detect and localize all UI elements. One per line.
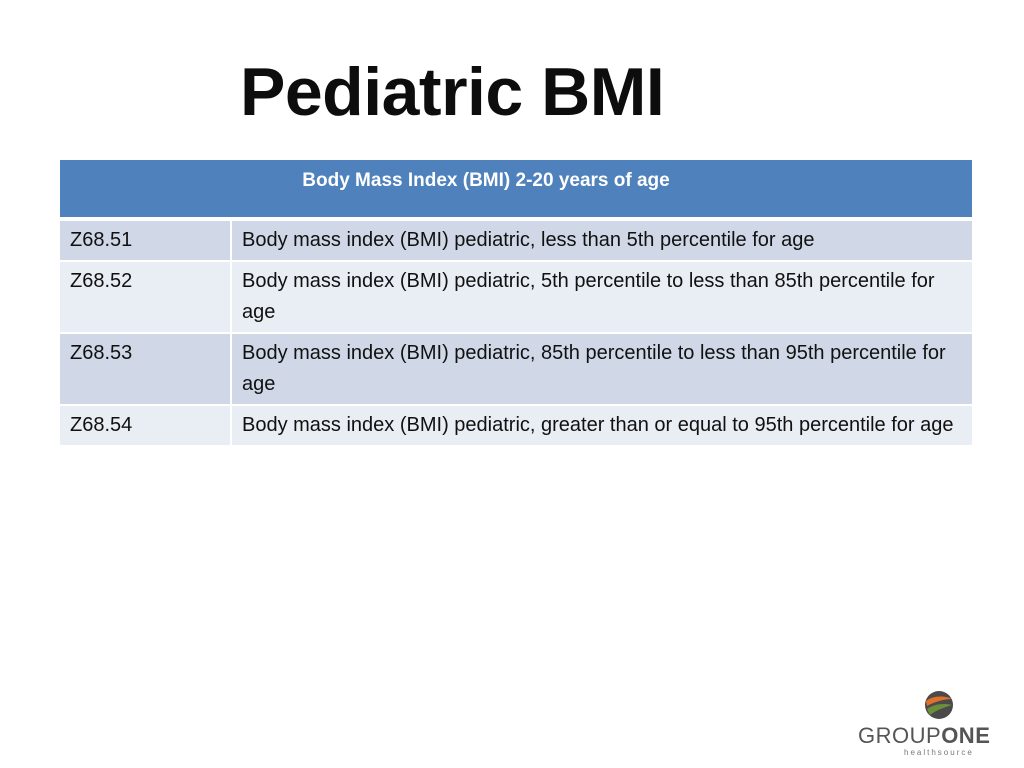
- table-row: Z68.51 Body mass index (BMI) pediatric, …: [60, 221, 972, 262]
- code-cell: Z68.53: [60, 334, 232, 406]
- groupone-logo: GROUPONE healthsource: [858, 690, 1018, 762]
- bmi-code-table: Body Mass Index (BMI) 2-20 years of age …: [60, 160, 972, 447]
- table-row: Z68.53 Body mass index (BMI) pediatric, …: [60, 334, 972, 406]
- table-header: Body Mass Index (BMI) 2-20 years of age: [60, 160, 972, 221]
- table-row: Z68.52 Body mass index (BMI) pediatric, …: [60, 262, 972, 334]
- logo-wordmark: GROUPONE: [858, 724, 990, 748]
- description-cell: Body mass index (BMI) pediatric, greater…: [232, 406, 972, 447]
- table-header-row: Body Mass Index (BMI) 2-20 years of age: [60, 160, 972, 221]
- slide-title: Pediatric BMI: [240, 54, 665, 130]
- logo-word-group: GROUP: [858, 723, 942, 748]
- code-cell: Z68.52: [60, 262, 232, 334]
- globe-swoosh-icon: [925, 691, 953, 719]
- description-cell: Body mass index (BMI) pediatric, less th…: [232, 221, 972, 262]
- code-cell: Z68.54: [60, 406, 232, 447]
- table-row: Z68.54 Body mass index (BMI) pediatric, …: [60, 406, 972, 447]
- description-cell: Body mass index (BMI) pediatric, 85th pe…: [232, 334, 972, 406]
- logo-word-one: ONE: [941, 723, 991, 748]
- description-cell: Body mass index (BMI) pediatric, 5th per…: [232, 262, 972, 334]
- logo-subtitle: healthsource: [904, 748, 974, 757]
- code-cell: Z68.51: [60, 221, 232, 262]
- table-header-label: Body Mass Index (BMI) 2-20 years of age: [302, 170, 670, 191]
